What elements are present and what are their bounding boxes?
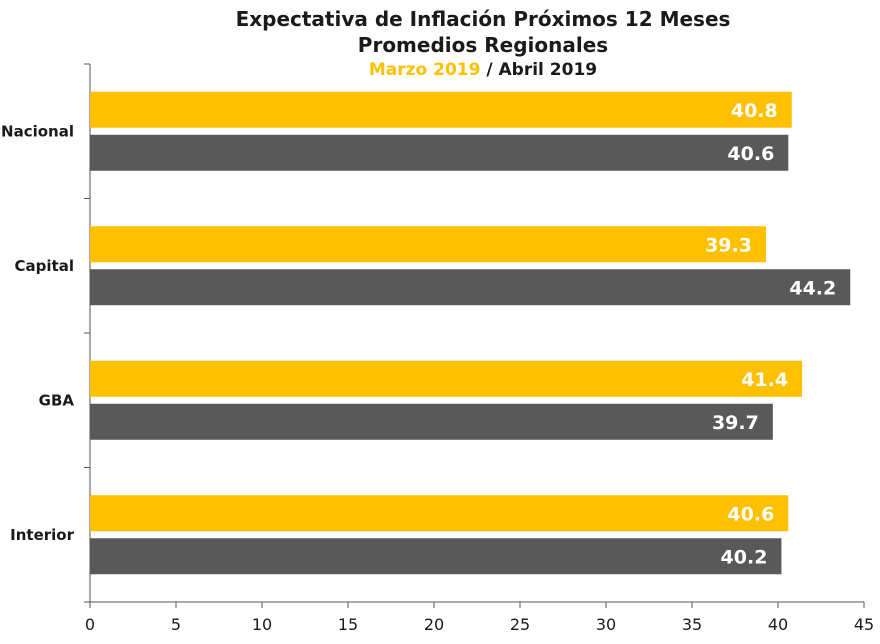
data-label: 41.4 (741, 369, 788, 391)
bar (90, 360, 803, 397)
legend: Marzo 2019 / Abril 2019 (0, 58, 880, 82)
x-tick-label: 5 (171, 615, 181, 634)
x-tick-label: 45 (854, 615, 874, 634)
data-label: 40.2 (721, 546, 768, 568)
bar (90, 226, 766, 263)
data-label: 39.3 (705, 234, 752, 256)
x-tick-label: 20 (424, 615, 444, 634)
x-tick-label: 40 (768, 615, 788, 634)
category-label: GBA (39, 391, 75, 409)
x-tick-label: 10 (252, 615, 272, 634)
bar (90, 538, 782, 575)
bar (90, 134, 789, 171)
x-tick-label: 35 (682, 615, 702, 634)
data-label: 44.2 (789, 277, 836, 299)
chart-title: Expectativa de Inflación Próximos 12 Mes… (235, 7, 731, 31)
data-label: 40.6 (727, 143, 774, 165)
chart-subtitle: Promedios Regionales (357, 33, 609, 57)
data-label: 40.8 (731, 100, 778, 122)
category-label: Nacional (1, 122, 74, 140)
legend-series-1: Abril 2019 (498, 60, 598, 80)
bar (90, 403, 773, 440)
legend-series-0: Marzo 2019 (368, 60, 481, 80)
bar (90, 495, 789, 532)
x-tick-label: 0 (85, 615, 95, 634)
bar (90, 91, 792, 128)
category-label: Interior (10, 526, 74, 544)
x-tick-label: 30 (596, 615, 616, 634)
x-tick-label: 25 (510, 615, 530, 634)
data-label: 39.7 (712, 412, 759, 434)
legend-separator: / (486, 60, 493, 80)
data-label: 40.6 (727, 503, 774, 525)
bar (90, 269, 851, 306)
category-label: Capital (15, 257, 74, 275)
x-tick-label: 15 (338, 615, 358, 634)
